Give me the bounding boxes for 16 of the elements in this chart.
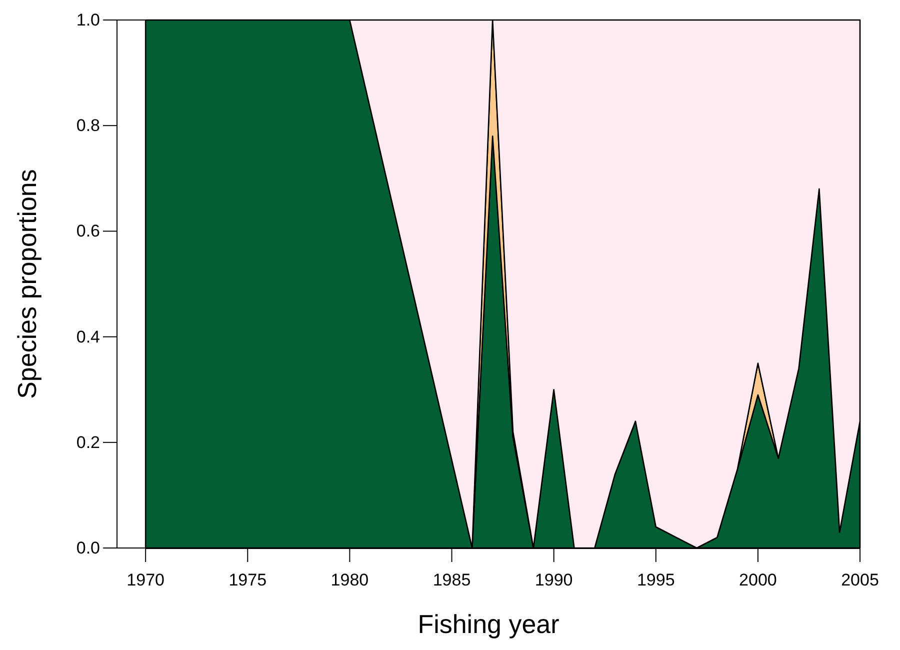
x-tick-label: 1970 — [126, 570, 164, 590]
y-tick-label: 0.4 — [76, 327, 100, 346]
x-tick-label: 1990 — [534, 570, 573, 590]
y-tick-label: 0.6 — [76, 222, 100, 241]
x-tick-label: 2000 — [739, 570, 777, 590]
y-tick-label: 0.8 — [76, 116, 100, 136]
x-tick-label: 1995 — [636, 570, 675, 590]
y-axis-title: Species proportions — [12, 169, 42, 399]
y-tick-label: 0.2 — [76, 432, 100, 452]
y-tick-label: 0.0 — [76, 538, 100, 558]
y-tick-label: 1.0 — [76, 10, 100, 30]
x-axis-title: Fishing year — [418, 609, 560, 639]
x-tick-label: 1980 — [330, 570, 369, 590]
x-tick-label: 2005 — [841, 570, 879, 590]
x-tick-label: 1985 — [432, 570, 471, 590]
x-tick-label: 1975 — [228, 570, 267, 590]
